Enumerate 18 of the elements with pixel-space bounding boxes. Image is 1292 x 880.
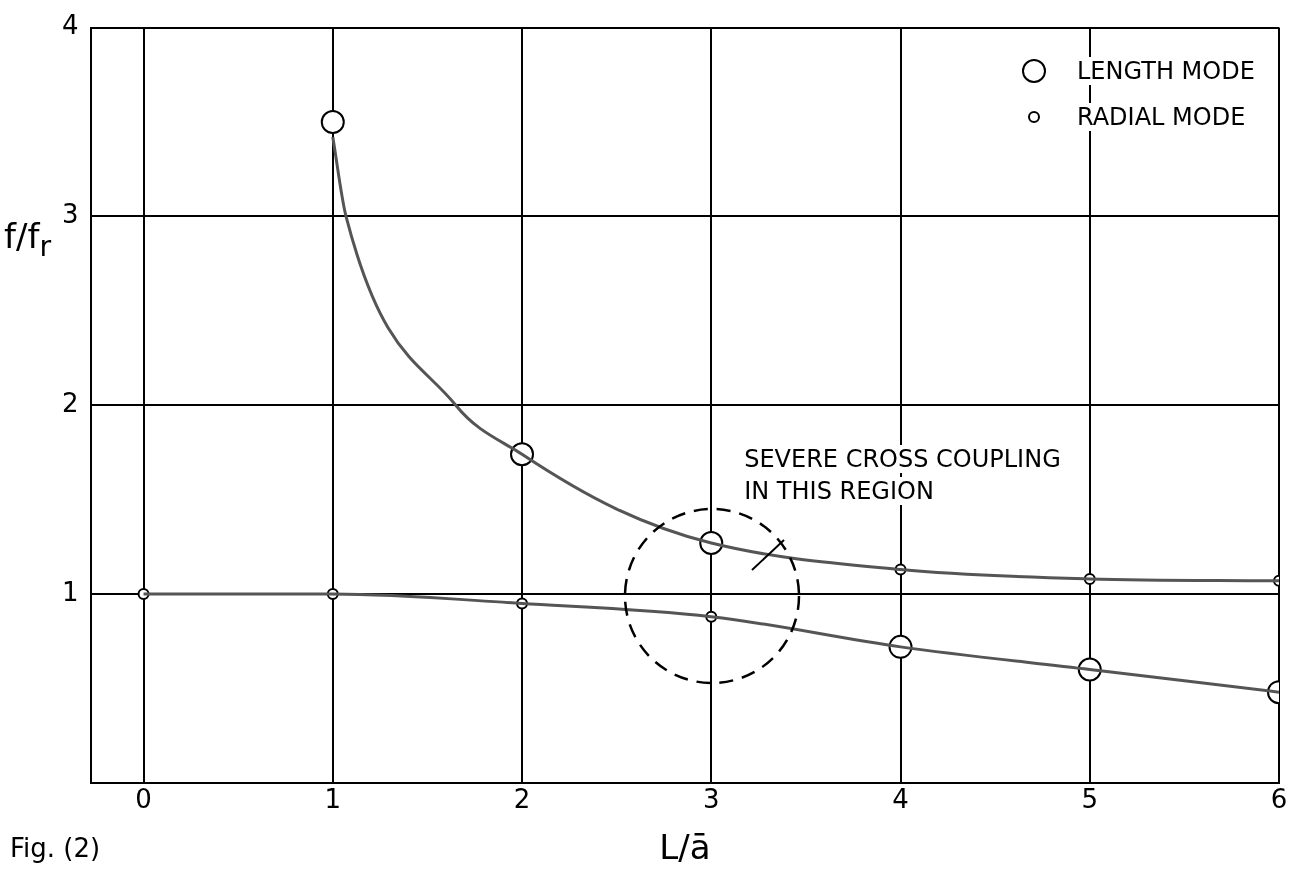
x-tick-label: 1 [324,784,342,815]
y-tick-label: 3 [62,199,79,230]
point [320,110,345,134]
annotation: SEVERE CROSS COUPLING IN THIS REGION [744,444,1061,505]
y-tick-label: 4 [62,10,79,41]
x-tick-label: 3 [702,784,720,815]
x-tick-label: 5 [1081,784,1099,815]
legend-label: LENGTH MODE [1073,56,1259,85]
y-tick-label: 1 [62,576,79,607]
x-tick-label: 6 [1270,784,1288,815]
y-tick-label: 2 [62,387,79,418]
x-tick-label: 0 [135,784,152,815]
x-tick-label: 4 [892,784,909,815]
x-axis-title: L/ā [659,826,711,867]
text: Fig. (2) [10,832,101,863]
legend-label: RADIAL MODE [1073,102,1250,131]
x-tick-label: 2 [513,784,531,815]
y-axis-title: f/f$_{r}$ [4,216,52,264]
